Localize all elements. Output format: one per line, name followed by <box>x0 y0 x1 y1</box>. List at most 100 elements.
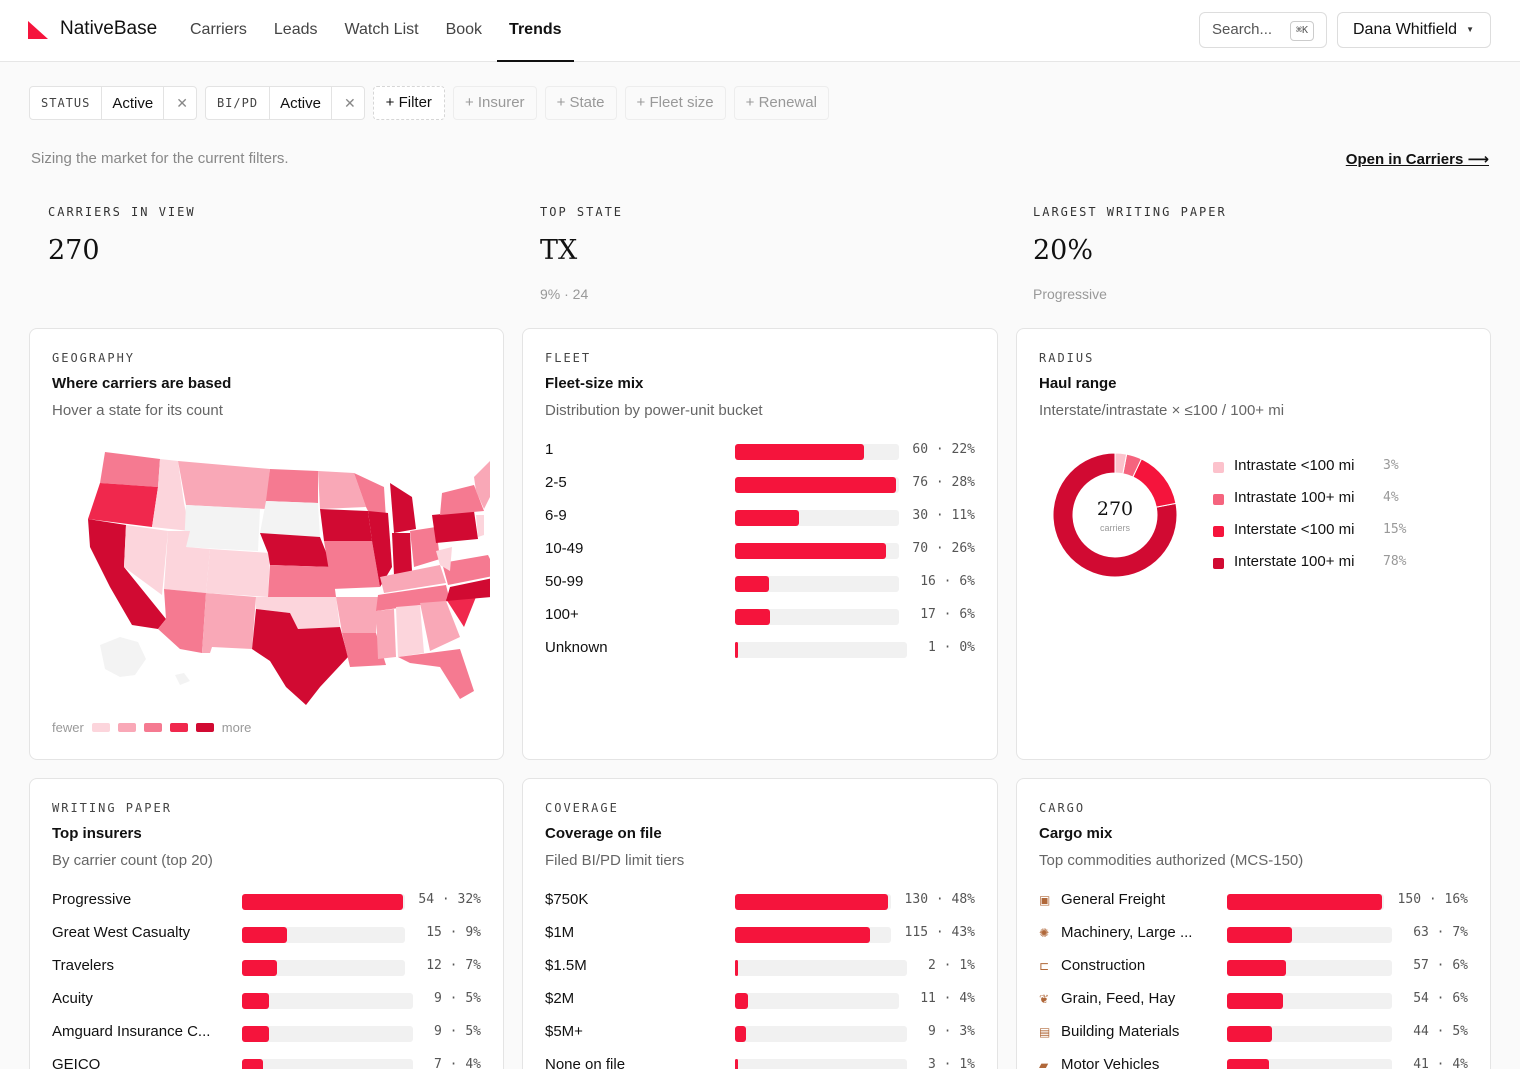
state-wv[interactable] <box>436 547 452 571</box>
state-co[interactable] <box>206 549 270 597</box>
state-ca[interactable] <box>88 519 166 629</box>
donut-slice[interactable] <box>1132 458 1177 508</box>
kpi-sub: Progressive <box>1033 286 1107 302</box>
state-il[interactable] <box>368 511 392 587</box>
filter-chip-bipd[interactable]: BI/PD Active ✕ <box>204 86 365 120</box>
bar-row[interactable]: $750K 130 · 48% <box>545 891 975 911</box>
bar-row[interactable]: $5M+ 9 · 3% <box>545 1023 975 1043</box>
state-nd[interactable] <box>266 469 318 503</box>
state-wa[interactable] <box>100 452 160 487</box>
bar-row[interactable]: Travelers 12 · 7% <box>52 957 481 977</box>
state-nj[interactable] <box>476 515 484 537</box>
bar-fill <box>735 543 887 559</box>
state-va[interactable] <box>442 555 490 585</box>
close-icon[interactable]: ✕ <box>330 87 364 119</box>
card-title: Cargo mix <box>1039 825 1113 842</box>
donut-slice[interactable] <box>1122 453 1143 478</box>
haul-range-donut[interactable]: 270 carriers <box>1041 441 1189 589</box>
state-ar[interactable] <box>336 597 378 633</box>
bar-row[interactable]: ✺ Machinery, Large ... 63 · 7% <box>1039 924 1468 944</box>
state-nv[interactable] <box>124 525 168 595</box>
bar-row[interactable]: ▰ Motor Vehicles 41 · 4% <box>1039 1056 1468 1069</box>
nav-carriers[interactable]: Carriers <box>190 21 247 38</box>
state-sd[interactable] <box>260 501 320 537</box>
state-mt[interactable] <box>178 461 270 509</box>
filter-chip-status[interactable]: STATUS Active ✕ <box>29 86 197 120</box>
bar-row[interactable]: ❦ Grain, Feed, Hay 54 · 6% <box>1039 990 1468 1010</box>
state-az[interactable] <box>158 589 206 653</box>
state-nc[interactable] <box>446 577 490 601</box>
search-button[interactable]: Search... ⌘K <box>1199 12 1327 48</box>
state-mi[interactable] <box>390 483 416 533</box>
bar-row[interactable]: Amguard Insurance C... 9 · 5% <box>52 1023 481 1043</box>
bar-row[interactable]: 2-5 76 · 28% <box>545 474 975 494</box>
bar-row[interactable]: ▣ General Freight 150 · 16% <box>1039 891 1468 911</box>
bar-row[interactable]: $2M 11 · 4% <box>545 990 975 1010</box>
bar-row[interactable]: 10-49 70 · 26% <box>545 540 975 560</box>
state-ga[interactable] <box>420 601 460 651</box>
bar-value: 11 · 4% <box>920 991 975 1006</box>
donut-slice[interactable] <box>1052 452 1178 578</box>
state-ak[interactable] <box>100 637 146 677</box>
add-renewal-filter[interactable]: + Renewal <box>733 86 829 120</box>
bar-row[interactable]: 100+ 17 · 6% <box>545 606 975 626</box>
bar-row[interactable]: Progressive 54 · 32% <box>52 891 481 911</box>
state-tn[interactable] <box>376 585 450 611</box>
state-sc[interactable] <box>446 597 476 627</box>
state-la[interactable] <box>342 633 386 667</box>
state-ky[interactable] <box>380 565 446 593</box>
donut-slice[interactable] <box>1114 452 1128 475</box>
state-ia[interactable] <box>320 509 372 541</box>
state-id[interactable] <box>152 459 190 531</box>
bar-row[interactable]: Unknown 1 · 0% <box>545 639 975 659</box>
state-mo[interactable] <box>324 541 380 589</box>
bar-row[interactable]: Acuity 9 · 5% <box>52 990 481 1010</box>
state-pa[interactable] <box>432 511 478 543</box>
nav-book[interactable]: Book <box>445 21 483 38</box>
us-choropleth-map[interactable] <box>80 447 490 707</box>
state-wy[interactable] <box>184 505 260 551</box>
state-ks[interactable] <box>268 565 336 597</box>
card-desc: By carrier count (top 20) <box>52 852 213 869</box>
bar-row[interactable]: 6-9 30 · 11% <box>545 507 975 527</box>
state-ok[interactable] <box>256 597 340 629</box>
state-al[interactable] <box>396 605 424 657</box>
nav-trends[interactable]: Trends <box>496 0 575 62</box>
state-oh[interactable] <box>410 527 440 567</box>
open-in-carriers-link[interactable]: Open in Carriers ⟶ <box>1345 151 1489 168</box>
bar-row[interactable]: 1 60 · 22% <box>545 441 975 461</box>
add-filter-button[interactable]: + Filter <box>372 86 445 120</box>
add-state-filter[interactable]: + State <box>544 86 617 120</box>
close-icon[interactable]: ✕ <box>163 87 196 119</box>
state-new-england[interactable] <box>474 461 490 509</box>
bar-row[interactable]: None on file 3 · 1% <box>545 1056 975 1069</box>
bar-row[interactable]: Great West Casualty 15 · 9% <box>52 924 481 944</box>
bar-row[interactable]: ⊏ Construction 57 · 6% <box>1039 957 1468 977</box>
bar-row[interactable]: 50-99 16 · 6% <box>545 573 975 593</box>
brand[interactable]: NativeBase <box>28 18 157 40</box>
state-wi[interactable] <box>354 473 386 519</box>
filter-value[interactable]: Active <box>112 94 154 112</box>
filter-value[interactable]: Active <box>280 94 321 112</box>
state-in[interactable] <box>392 533 412 575</box>
state-ny[interactable] <box>440 485 484 515</box>
state-tx[interactable] <box>252 609 348 705</box>
add-fleet-size-filter[interactable]: + Fleet size <box>624 86 726 120</box>
bar-row[interactable]: $1M 115 · 43% <box>545 924 975 944</box>
state-ms[interactable] <box>376 609 396 659</box>
bar-row[interactable]: ▤ Building Materials 44 · 5% <box>1039 1023 1468 1043</box>
add-insurer-filter[interactable]: + Insurer <box>452 86 537 120</box>
nav-watch-list[interactable]: Watch List <box>344 21 419 38</box>
bar-row[interactable]: GEICO 7 · 4% <box>52 1056 481 1069</box>
state-hi[interactable] <box>175 673 190 685</box>
nav-leads[interactable]: Leads <box>273 21 318 38</box>
state-ne[interactable] <box>260 533 332 567</box>
bar-label: 10-49 <box>545 540 584 557</box>
state-or[interactable] <box>88 483 158 527</box>
state-ut[interactable] <box>164 531 210 593</box>
state-fl[interactable] <box>398 649 474 699</box>
state-mn[interactable] <box>318 471 366 509</box>
state-nm[interactable] <box>202 593 256 653</box>
user-menu[interactable]: Dana Whitfield ▼ <box>1337 12 1491 48</box>
bar-row[interactable]: $1.5M 2 · 1% <box>545 957 975 977</box>
